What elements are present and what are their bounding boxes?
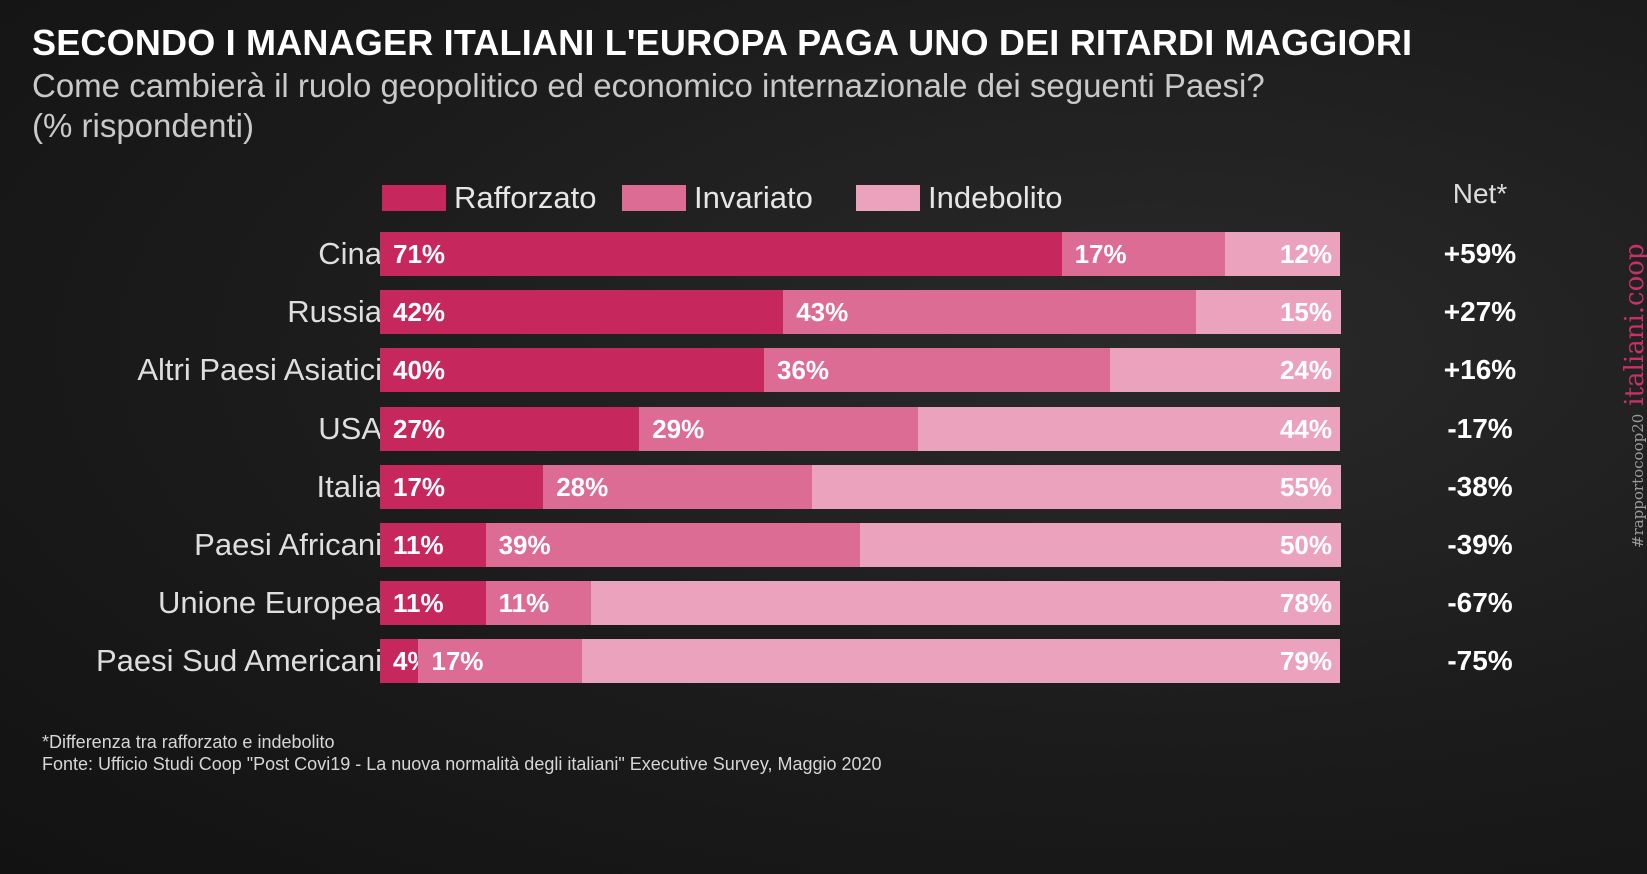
category-label-italia: Italia bbox=[316, 468, 382, 504]
bar-cina-rafforzato bbox=[380, 232, 1063, 276]
legend-item-invariato: Invariato bbox=[622, 180, 813, 216]
subtitle-unit: (% rispondenti) bbox=[32, 107, 254, 144]
data-label-italia-indebolito: 55% bbox=[1279, 471, 1332, 502]
footnote-definition: *Differenza tra rafforzato e indebolito bbox=[42, 732, 335, 752]
bar-altri-paesi-asiatici-rafforzato bbox=[380, 348, 765, 393]
legend-swatch-indebolito bbox=[856, 185, 920, 211]
watermark-brand: italiani.coop bbox=[1620, 243, 1647, 406]
data-label-altri-paesi-asiatici-indebolito: 24% bbox=[1279, 355, 1332, 386]
bar-russia-invariato bbox=[783, 290, 1197, 335]
net-value-unione-europea: -67% bbox=[1447, 587, 1513, 619]
net-value-altri-paesi-asiatici: +16% bbox=[1443, 354, 1517, 386]
data-label-cina-indebolito: 12% bbox=[1279, 239, 1332, 269]
legend-label-invariato: Invariato bbox=[694, 180, 813, 215]
data-label-cina-rafforzato: 71% bbox=[393, 239, 446, 269]
net-value-italia: -38% bbox=[1447, 470, 1513, 502]
bar-paesi-africani-indebolito bbox=[860, 523, 1341, 567]
category-label-paesi-sud-americani: Paesi Sud Americani bbox=[95, 643, 382, 679]
bar-italia-invariato bbox=[543, 464, 813, 509]
bar-altri-paesi-asiatici-invariato bbox=[764, 348, 1111, 393]
legend-label-rafforzato: Rafforzato bbox=[454, 180, 597, 215]
net-value-russia: +27% bbox=[1443, 296, 1517, 328]
bar-paesi-sud-americani-rafforzato bbox=[380, 639, 419, 684]
source-note: Fonte: Ufficio Studi Coop "Post Covi19 -… bbox=[42, 754, 882, 774]
legend-item-rafforzato: Rafforzato bbox=[382, 180, 596, 216]
legend-label-indebolito: Indebolito bbox=[928, 180, 1063, 215]
category-label-paesi-africani: Paesi Africani bbox=[194, 527, 382, 562]
bar-usa-indebolito bbox=[917, 406, 1341, 451]
category-label-usa: USA bbox=[318, 410, 382, 446]
data-label-italia-invariato: 28% bbox=[556, 471, 609, 502]
bar-usa-invariato bbox=[639, 406, 919, 451]
legend-item-indebolito: Indebolito bbox=[856, 180, 1062, 216]
watermark-hashtag: #rapportocoop20 bbox=[1629, 413, 1647, 548]
net-column-header: Net* bbox=[1452, 178, 1508, 209]
net-value-paesi-africani: -39% bbox=[1447, 529, 1513, 560]
data-label-russia-invariato: 43% bbox=[796, 297, 849, 328]
chart-subtitle: Come cambierà il ruolo geopolitico ed ec… bbox=[32, 66, 1265, 146]
bar-italia-indebolito bbox=[812, 464, 1341, 509]
bar-paesi-sud-americani-invariato bbox=[418, 639, 583, 684]
bar-paesi-africani-rafforzato bbox=[380, 523, 487, 567]
bar-cina-indebolito bbox=[1224, 232, 1341, 276]
legend-swatch-rafforzato bbox=[382, 185, 446, 211]
category-label-unione-europea: Unione Europea bbox=[157, 585, 382, 621]
bar-paesi-africani-invariato bbox=[485, 523, 861, 567]
bar-usa-rafforzato bbox=[380, 406, 640, 451]
bar-unione-europea-rafforzato bbox=[380, 581, 487, 626]
data-label-paesi-sud-americani-indebolito: 79% bbox=[1279, 646, 1332, 677]
bar-paesi-sud-americani-indebolito bbox=[581, 639, 1341, 684]
net-value-usa: -17% bbox=[1447, 412, 1513, 444]
data-label-italia-rafforzato: 17% bbox=[393, 471, 446, 502]
data-label-unione-europea-rafforzato: 11% bbox=[393, 588, 444, 619]
data-label-usa-indebolito: 44% bbox=[1279, 413, 1332, 444]
data-label-russia-indebolito: 15% bbox=[1279, 297, 1332, 328]
category-label-russia: Russia bbox=[287, 294, 382, 330]
net-value-paesi-sud-americani: -75% bbox=[1447, 645, 1513, 677]
bar-italia-rafforzato bbox=[380, 464, 544, 509]
data-label-altri-paesi-asiatici-invariato: 36% bbox=[777, 355, 830, 386]
data-label-paesi-africani-invariato: 39% bbox=[498, 530, 551, 560]
data-label-usa-invariato: 29% bbox=[652, 413, 705, 444]
data-label-paesi-africani-rafforzato: 11% bbox=[393, 530, 444, 560]
chart-title: SECONDO I MANAGER ITALIANI L'EUROPA PAGA… bbox=[32, 22, 1413, 63]
bar-altri-paesi-asiatici-indebolito bbox=[1109, 348, 1341, 393]
data-label-russia-rafforzato: 42% bbox=[393, 297, 446, 328]
data-label-unione-europea-indebolito: 78% bbox=[1279, 588, 1332, 619]
data-label-cina-invariato: 17% bbox=[1074, 239, 1127, 269]
bar-unione-europea-indebolito bbox=[591, 581, 1341, 626]
bar-unione-europea-invariato bbox=[485, 581, 592, 626]
data-label-unione-europea-invariato: 11% bbox=[498, 588, 550, 619]
net-value-cina: +59% bbox=[1443, 238, 1517, 269]
data-label-paesi-africani-indebolito: 50% bbox=[1279, 530, 1332, 560]
legend-swatch-invariato bbox=[622, 185, 686, 211]
category-label-cina: Cina bbox=[318, 236, 382, 271]
data-label-paesi-sud-americani-invariato: 17% bbox=[431, 646, 484, 677]
subtitle-question: Come cambierà il ruolo geopolitico ed ec… bbox=[32, 67, 1265, 104]
bar-russia-indebolito bbox=[1196, 290, 1341, 335]
bar-cina-invariato bbox=[1061, 232, 1226, 276]
data-label-usa-rafforzato: 27% bbox=[393, 413, 446, 444]
category-label-altri-paesi-asiatici: Altri Paesi Asiatici bbox=[137, 352, 382, 388]
bar-russia-rafforzato bbox=[380, 290, 784, 335]
data-label-altri-paesi-asiatici-rafforzato: 40% bbox=[393, 355, 446, 386]
